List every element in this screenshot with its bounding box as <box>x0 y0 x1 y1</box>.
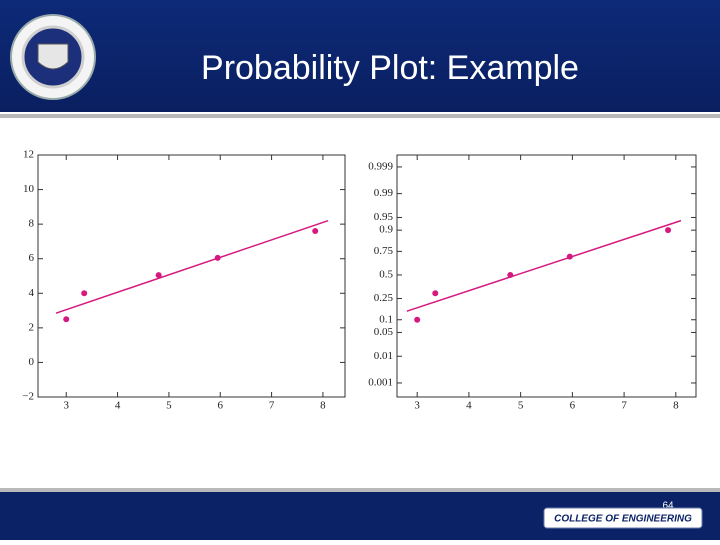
y-tick-label: 0.1 <box>379 313 393 325</box>
y-tick-label: 0.05 <box>374 326 394 338</box>
footer-logo-box <box>543 507 703 529</box>
y-tick-label: 0.99 <box>374 187 394 199</box>
y-tick-label: 0.001 <box>368 376 393 388</box>
point <box>81 290 88 297</box>
point <box>432 290 439 297</box>
x-tick-label: 7 <box>621 400 627 412</box>
y-tick-label: 0.5 <box>379 268 393 280</box>
y-tick-label: 8 <box>29 218 35 230</box>
y-tick-label: 0 <box>29 356 35 368</box>
page-number: 64 <box>662 501 674 512</box>
point <box>214 254 221 261</box>
footer-rule <box>0 488 720 492</box>
seal <box>10 14 96 100</box>
y-tick-label: 0.01 <box>374 350 393 362</box>
point <box>665 227 672 234</box>
y-tick-label: 0.999 <box>368 160 393 172</box>
point <box>312 228 319 235</box>
x-tick-label: 7 <box>269 400 275 412</box>
y-tick-label: 6 <box>29 252 35 264</box>
x-tick-label: 6 <box>217 400 223 412</box>
y-tick-label: 4 <box>29 287 35 299</box>
y-tick-label: 0.9 <box>379 224 393 236</box>
plot-frame <box>37 154 346 398</box>
point <box>566 253 573 260</box>
x-tick-label: 5 <box>166 400 172 412</box>
y-tick-label: 0.75 <box>374 245 394 257</box>
y-tick-label: −2 <box>22 391 34 403</box>
charts: 3 4 5 6 7 8 −2 0 2 4 6 8 10 12 3 4 5 6 7 8 0.001 0.01 0.050.1 0… <box>22 149 697 412</box>
point <box>507 271 514 278</box>
x-tick-label: 6 <box>570 400 576 412</box>
point <box>414 316 421 323</box>
footer-logo: COLLEGE OF ENGINEERING <box>554 514 692 525</box>
plot-frame <box>396 154 697 398</box>
slide-title: Probability Plot: Example <box>201 49 579 87</box>
y-tick-label: 10 <box>23 183 35 195</box>
point <box>63 316 70 323</box>
x-tick-label: 3 <box>63 400 69 412</box>
y-tick-label: 0.25 <box>374 292 394 304</box>
y-tick-label: 0.95 <box>374 211 394 223</box>
x-tick-label: 4 <box>466 400 472 412</box>
header-band <box>0 0 720 112</box>
fit-line <box>406 219 682 312</box>
y-tick-label: 2 <box>29 321 35 333</box>
x-tick-label: 4 <box>115 400 121 412</box>
point <box>155 272 162 279</box>
x-tick-label: 8 <box>673 400 679 412</box>
y-tick-label: 12 <box>23 149 34 161</box>
fit-line <box>55 219 329 314</box>
x-tick-label: 3 <box>414 400 420 412</box>
x-tick-label: 5 <box>518 400 524 412</box>
x-tick-label: 8 <box>320 400 326 412</box>
header-rule <box>0 114 720 118</box>
